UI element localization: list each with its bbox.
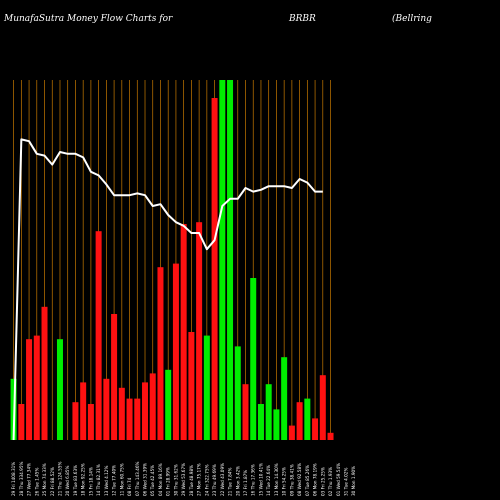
bar-31	[250, 278, 257, 440]
x-tick-label: 05 Tue 42.45%	[150, 465, 155, 496]
x-tick-label: 14 Tue 22.64%	[266, 465, 271, 496]
bar-25	[203, 335, 210, 440]
x-tick-label: 14 Thu 82.31%	[96, 464, 101, 496]
bar-13	[111, 314, 118, 440]
bar-1	[18, 404, 25, 440]
bar-2	[26, 339, 33, 440]
header-title: MunafaSutra Money Flow Charts for	[3, 14, 173, 24]
bar-32	[257, 404, 264, 440]
x-tick-label: 20 Wed 6.85%	[65, 466, 70, 496]
bar-20	[165, 369, 172, 440]
header-ticker: BRBR	[288, 14, 316, 24]
x-tick-label: 04 Mon 89.16%	[158, 463, 163, 496]
bar-28	[227, 80, 234, 440]
x-tick-label: 15 Fri 18.14%	[88, 467, 93, 496]
x-tick-label: 20 Mon 3.42%	[235, 466, 240, 496]
x-tick-label: 15 Wed 10.41%	[258, 463, 263, 496]
bar-33	[265, 384, 272, 440]
x-tick-label: 27 Mon 75.17%	[197, 463, 202, 496]
bar-10	[87, 404, 94, 440]
bar-4	[41, 306, 48, 440]
x-tick-labels: 29 Fri 1408.31% 28 Thu 334.95% 27 Wed 77.3…	[11, 461, 356, 496]
x-tick-label: 21 Tue 7.84%	[228, 468, 233, 496]
bar-11	[95, 231, 102, 440]
x-tick-label: 13 Wed 4.12%	[104, 466, 109, 496]
x-tick-label: 28 Tue 48.98%	[189, 465, 194, 496]
x-tick-label: 22 Wed 43.09%	[220, 463, 225, 496]
x-tick-label: 13 Mon 14.30%	[274, 463, 279, 496]
bar-24	[196, 222, 203, 440]
x-tick-label: 01 Wed 59.54%	[336, 463, 341, 496]
header-company: (Bellring	[392, 13, 432, 24]
bar-22	[180, 224, 187, 440]
x-tick-label: 07 Tue 85.26%	[305, 465, 310, 496]
bar-36	[288, 425, 295, 440]
x-tick-label: 06 Mon 78.19%	[313, 463, 318, 496]
x-tick-label: 23 Thu 49.69%	[212, 464, 217, 496]
x-tick-label: 16 Thu 17.36%	[251, 464, 256, 496]
bar-14	[118, 387, 125, 440]
bar-18	[149, 373, 156, 440]
bar-3	[33, 335, 40, 440]
x-tick-label: 21 Thu 124.55%	[57, 461, 62, 496]
x-tick-label: 30 Thu 31.62%	[173, 464, 178, 496]
bar-30	[242, 384, 249, 440]
x-tick-label: 07 Thu 143.46%	[135, 461, 140, 496]
price-line	[12, 138, 323, 441]
x-tick-label: 02 Thu 1.93%	[328, 467, 333, 496]
bar-19	[157, 267, 164, 440]
bar-40	[319, 375, 326, 440]
x-tick-label: 17 Fri 1.87%	[243, 470, 248, 496]
x-tick-label: 01 Fri 28.99%	[166, 467, 171, 496]
x-tick-label: 27 Wed 77.34%	[27, 463, 32, 496]
x-tick-label: 29 Fri 1408.31%	[11, 462, 16, 496]
bar-29	[234, 346, 241, 440]
x-tick-label: 25 Mon 74.33%	[42, 463, 47, 496]
bar-17	[142, 382, 149, 440]
bar-15	[126, 398, 133, 440]
bar-35	[281, 357, 288, 440]
bar-9	[80, 382, 87, 440]
bar-6	[56, 339, 63, 440]
x-tick-label: 28 Thu 334.95%	[19, 461, 24, 496]
x-tick-label: 12 Tue 77.40%	[112, 465, 117, 496]
x-tick-label: 26 Tue 1.45%	[34, 468, 39, 496]
x-tick-label: 09 Thu 38.41%	[289, 464, 294, 496]
bar-39	[312, 418, 319, 440]
x-tick-label: 03 Fri 25.25%	[320, 467, 325, 496]
x-tick-label: 19 Tue 83.63%	[73, 465, 78, 496]
bar-38	[304, 398, 311, 440]
money-flow-bars	[10, 80, 334, 440]
bar-16	[134, 398, 141, 440]
x-tick-label: 22 Fri 88.52%	[50, 467, 55, 496]
x-tick-label: 29 Wed 53.67%	[181, 463, 186, 496]
bar-26	[211, 98, 218, 440]
x-tick-label: 30 Mon 1.90%	[351, 466, 356, 496]
x-tick-label: 10 Fri 54.25%	[282, 467, 287, 496]
bar-23	[188, 332, 195, 440]
x-tick-label: 31 Tue 4.02%	[343, 468, 348, 496]
bar-21	[172, 263, 179, 440]
x-tick-label: 11 Mon 60.75%	[119, 463, 124, 496]
bar-12	[103, 378, 110, 440]
x-tick-label: 18 Mon 92.25%	[81, 463, 86, 496]
bar-37	[296, 402, 303, 440]
bar-34	[273, 409, 280, 440]
x-tick-label: 08 Fri 74	[127, 477, 132, 496]
bar-41	[327, 432, 334, 440]
x-tick-label: 24 Fri 322.75%	[204, 464, 209, 496]
bar-8	[72, 402, 79, 440]
x-tick-label: 06 Wed 31.39%	[143, 463, 148, 496]
bar-27	[219, 80, 226, 440]
x-tick-label: 08 Wed 92.58%	[297, 463, 302, 496]
